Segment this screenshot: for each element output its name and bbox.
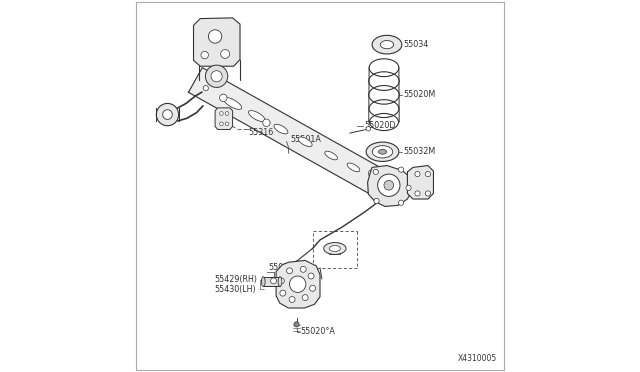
Circle shape: [211, 71, 222, 82]
Text: X4310005: X4310005: [458, 354, 497, 363]
Circle shape: [415, 171, 420, 177]
Ellipse shape: [325, 151, 337, 160]
Circle shape: [425, 191, 431, 196]
Circle shape: [302, 295, 308, 301]
Circle shape: [399, 200, 404, 205]
Circle shape: [300, 266, 306, 272]
Circle shape: [220, 122, 223, 126]
Circle shape: [220, 112, 223, 115]
Ellipse shape: [261, 277, 265, 286]
Circle shape: [203, 86, 209, 91]
Text: 55430(LH): 55430(LH): [214, 285, 255, 294]
Circle shape: [287, 268, 292, 274]
Polygon shape: [215, 108, 232, 129]
Circle shape: [221, 49, 230, 58]
Polygon shape: [276, 260, 320, 308]
Text: 55034: 55034: [404, 40, 429, 49]
Polygon shape: [367, 166, 412, 206]
Circle shape: [280, 290, 286, 296]
Circle shape: [163, 110, 172, 119]
Polygon shape: [188, 68, 401, 204]
Ellipse shape: [380, 41, 394, 49]
Ellipse shape: [274, 124, 288, 134]
Circle shape: [289, 276, 306, 292]
Text: 55429(RH): 55429(RH): [214, 275, 257, 284]
Circle shape: [262, 119, 270, 126]
Ellipse shape: [223, 97, 242, 109]
Ellipse shape: [366, 142, 399, 161]
Circle shape: [378, 174, 400, 196]
Circle shape: [225, 112, 229, 115]
Ellipse shape: [372, 35, 402, 54]
Circle shape: [374, 198, 379, 203]
Circle shape: [366, 126, 371, 131]
Text: 55020°A: 55020°A: [301, 327, 335, 336]
Text: 55020M: 55020M: [404, 90, 436, 99]
Circle shape: [225, 122, 229, 126]
Circle shape: [278, 278, 284, 284]
Polygon shape: [408, 166, 433, 199]
Bar: [263, 277, 280, 286]
Circle shape: [294, 322, 299, 327]
Ellipse shape: [278, 277, 282, 286]
Circle shape: [425, 171, 431, 177]
Text: 55316: 55316: [248, 128, 274, 137]
Text: 55501A: 55501A: [291, 135, 321, 144]
Circle shape: [399, 167, 404, 172]
Circle shape: [384, 180, 394, 190]
Circle shape: [220, 94, 227, 102]
Ellipse shape: [347, 163, 360, 172]
Text: 55032M: 55032M: [404, 147, 436, 156]
Polygon shape: [193, 18, 240, 66]
Circle shape: [373, 169, 378, 174]
Circle shape: [289, 296, 295, 302]
Circle shape: [415, 191, 420, 196]
Ellipse shape: [372, 145, 393, 158]
Circle shape: [205, 65, 228, 87]
Ellipse shape: [330, 246, 340, 251]
Circle shape: [271, 278, 276, 284]
Circle shape: [201, 51, 209, 59]
Circle shape: [369, 170, 376, 177]
Circle shape: [209, 30, 222, 43]
Circle shape: [310, 285, 316, 291]
Ellipse shape: [248, 110, 265, 122]
Text: 55020D: 55020D: [364, 121, 396, 130]
Ellipse shape: [324, 243, 346, 254]
Circle shape: [406, 185, 411, 190]
Ellipse shape: [378, 149, 387, 154]
Text: 55020B: 55020B: [268, 263, 299, 272]
Circle shape: [308, 273, 314, 279]
Ellipse shape: [298, 137, 312, 147]
Circle shape: [156, 103, 179, 126]
